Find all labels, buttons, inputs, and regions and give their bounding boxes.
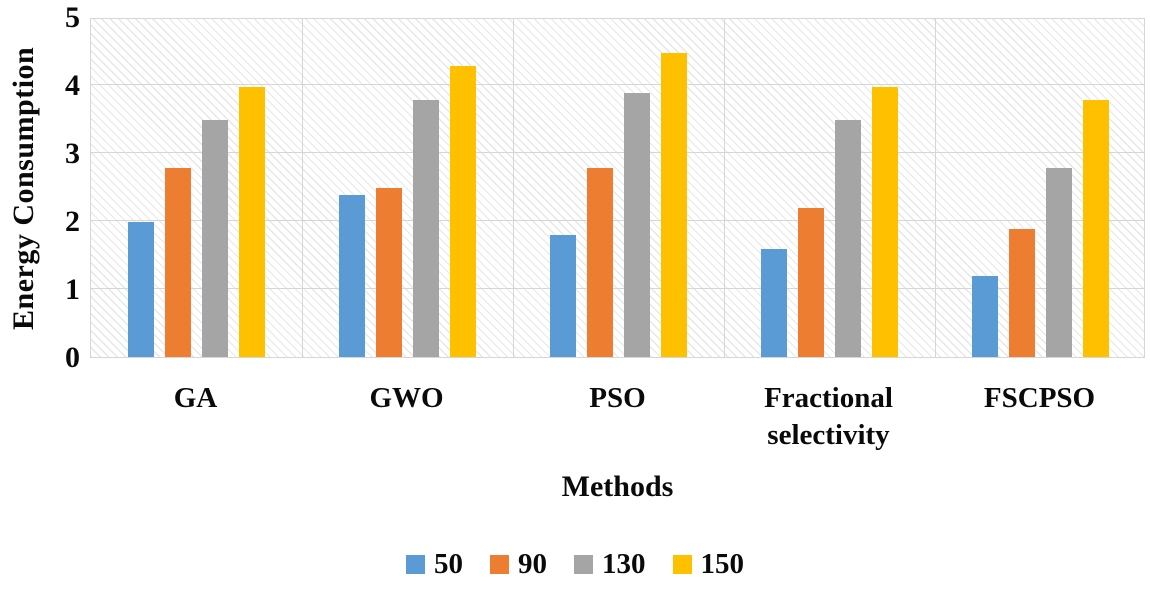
plot-area — [90, 18, 1145, 358]
gridline-h-1 — [91, 288, 1144, 289]
bar-GWO-150 — [450, 66, 476, 357]
gridline-h-3 — [91, 152, 1144, 153]
gridline-v-1 — [302, 19, 303, 357]
x-axis-title: Methods — [561, 470, 674, 503]
x-label-GWO: GWO — [369, 382, 444, 414]
bar-GWO-50 — [339, 194, 365, 357]
bar-Fractional-selectivity-90 — [798, 208, 824, 357]
bar-Fractional-selectivity-50 — [761, 248, 787, 357]
y-tick-4: 4 — [65, 69, 80, 102]
bar-group-GWO — [302, 19, 513, 357]
bar-PSO-130 — [624, 93, 650, 357]
bar-GA-90 — [165, 167, 191, 357]
legend-swatch-icon-50 — [406, 555, 425, 574]
bar-GA-50 — [128, 221, 154, 357]
bar-group-GA — [91, 19, 302, 357]
legend-item-150: 150 — [672, 548, 745, 581]
x-label-GA: GA — [173, 382, 218, 414]
gridline-h-4 — [91, 84, 1144, 85]
x-axis-category-labels: GA GWO PSO Fractional selectivity FSCPSO — [90, 380, 1145, 454]
legend-item-130: 130 — [574, 548, 646, 581]
legend-label-90: 90 — [518, 548, 547, 580]
y-tick-2: 2 — [65, 205, 80, 238]
bar-GA-130 — [202, 120, 228, 357]
y-tick-3: 3 — [65, 137, 80, 170]
bar-Fractional-selectivity-150 — [872, 86, 898, 357]
bar-group-Fractional-selectivity — [724, 19, 935, 357]
bar-PSO-50 — [550, 235, 576, 357]
bar-PSO-90 — [587, 167, 613, 357]
y-tick-5: 5 — [65, 1, 80, 34]
gridline-v-3 — [724, 19, 725, 357]
gridline-h-2 — [91, 220, 1144, 221]
legend: 50 90 130 150 — [0, 548, 1150, 581]
y-tick-0: 0 — [65, 341, 80, 374]
bar-group-FSCPSO — [935, 19, 1146, 357]
bar-FSCPSO-130 — [1046, 167, 1072, 357]
x-label-FSCPSO: FSCPSO — [983, 382, 1096, 414]
bar-GA-150 — [239, 86, 265, 357]
bar-PSO-150 — [661, 52, 687, 357]
bar-FSCPSO-90 — [1009, 228, 1035, 357]
bar-Fractional-selectivity-130 — [835, 120, 861, 357]
legend-item-50: 50 — [406, 548, 463, 581]
y-tick-1: 1 — [65, 273, 80, 306]
bar-group-PSO — [513, 19, 724, 357]
bar-FSCPSO-50 — [972, 275, 998, 357]
y-axis-tick-labels: 0 1 2 3 4 5 — [0, 3, 80, 373]
gridline-v-2 — [513, 19, 514, 357]
legend-label-130: 130 — [602, 548, 646, 580]
bar-FSCPSO-150 — [1083, 100, 1109, 357]
bar-GWO-130 — [413, 100, 439, 357]
x-label-Fractional-selectivity: Fractional selectivity — [764, 382, 893, 452]
legend-label-150: 150 — [700, 548, 745, 580]
legend-item-90: 90 — [490, 548, 547, 581]
gridline-v-4 — [935, 19, 936, 357]
legend-swatch-icon-150 — [672, 555, 692, 574]
legend-label-50: 50 — [434, 548, 463, 580]
x-label-PSO: PSO — [589, 382, 646, 414]
legend-swatch-icon-130 — [574, 555, 593, 574]
legend-swatch-icon-90 — [490, 555, 509, 574]
bar-GWO-90 — [376, 188, 402, 357]
